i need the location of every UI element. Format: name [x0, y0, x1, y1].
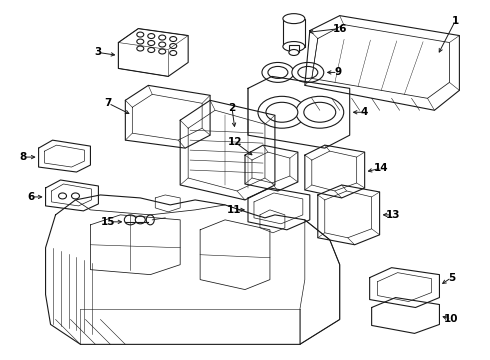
Text: 10: 10 [444, 314, 459, 324]
Ellipse shape [289, 50, 299, 55]
Text: 2: 2 [228, 103, 236, 113]
Ellipse shape [147, 215, 154, 225]
Ellipse shape [298, 67, 318, 78]
Ellipse shape [72, 193, 79, 199]
Ellipse shape [148, 33, 155, 39]
Ellipse shape [283, 41, 305, 51]
Ellipse shape [304, 102, 336, 122]
Ellipse shape [159, 35, 166, 40]
Ellipse shape [124, 215, 136, 225]
Ellipse shape [135, 216, 145, 224]
Ellipse shape [268, 67, 288, 78]
Ellipse shape [148, 48, 155, 53]
Text: 15: 15 [101, 217, 116, 227]
Ellipse shape [148, 41, 155, 45]
Text: 6: 6 [27, 192, 34, 202]
Ellipse shape [258, 96, 306, 128]
Text: 5: 5 [448, 273, 455, 283]
Text: 9: 9 [334, 67, 342, 77]
Ellipse shape [137, 32, 144, 37]
Text: 8: 8 [19, 152, 26, 162]
Text: 13: 13 [385, 210, 400, 220]
Ellipse shape [292, 62, 324, 82]
Text: 1: 1 [452, 15, 459, 26]
Ellipse shape [137, 39, 144, 44]
Ellipse shape [170, 37, 177, 41]
Ellipse shape [170, 44, 177, 49]
Ellipse shape [296, 96, 343, 128]
Text: 11: 11 [227, 205, 241, 215]
Ellipse shape [137, 46, 144, 51]
Text: 7: 7 [105, 98, 112, 108]
Ellipse shape [170, 50, 177, 55]
Ellipse shape [262, 62, 294, 82]
Ellipse shape [283, 14, 305, 24]
Bar [289, 45, 299, 53]
Ellipse shape [159, 42, 166, 47]
Text: 14: 14 [374, 163, 389, 173]
Text: 12: 12 [228, 137, 242, 147]
Text: 3: 3 [95, 48, 102, 58]
Ellipse shape [159, 49, 166, 54]
Ellipse shape [266, 102, 298, 122]
Bar [283, 19, 305, 46]
Ellipse shape [58, 193, 67, 199]
Text: 16: 16 [333, 24, 347, 33]
Text: 4: 4 [361, 107, 368, 117]
